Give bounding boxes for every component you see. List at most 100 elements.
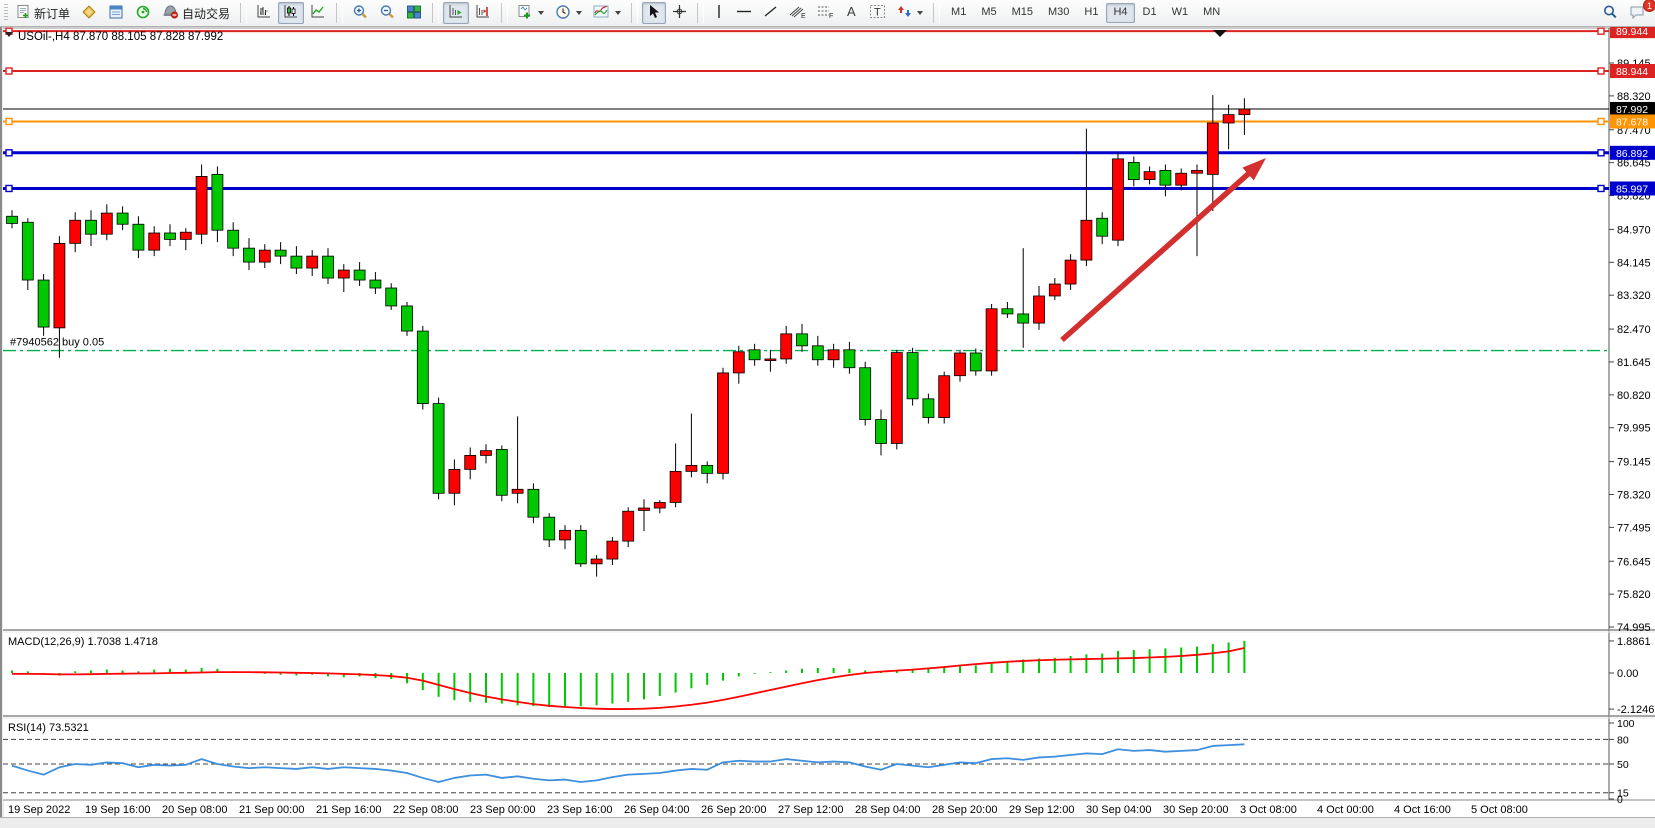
tf-d1-button[interactable]: D1 [1142,6,1157,18]
trend-arrow-head[interactable] [1242,158,1266,181]
bull-candle [1112,158,1124,241]
horizontal-line-tool-button[interactable] [731,2,757,24]
time-axis-label: 19 Sep 2022 [8,804,70,816]
price-tick-label: 79.145 [1617,457,1651,469]
rsi-label: RSI(14) 73.5321 [8,722,89,734]
line-anchor-handle[interactable] [5,117,13,126]
time-axis-label: 29 Sep 12:00 [1009,804,1074,816]
bull-candle [985,308,998,372]
line-anchor-handle[interactable] [1597,149,1605,157]
crosshair-tool-button[interactable] [667,2,692,24]
bear-candle [243,247,255,263]
new-order-icon [16,4,31,22]
tf-h1-button[interactable]: H1 [1084,6,1099,18]
svg-text:A: A [847,4,856,19]
line-anchor-handle[interactable] [1597,117,1605,126]
indicators-button[interactable] [588,2,626,24]
vertical-line-tool-button[interactable] [708,2,730,24]
bear-candle [290,255,303,269]
tf-m1-button[interactable]: M1 [951,6,967,18]
time-axis[interactable] [3,801,1609,817]
bull-candle [559,529,571,541]
bear-candle [369,279,382,289]
tf-m5-button[interactable]: M5 [981,6,997,18]
zoom-in-button[interactable] [347,2,373,24]
chart-shift-button[interactable] [470,2,496,24]
trendline-tool-button[interactable] [758,2,783,24]
toolbar-grip[interactable] [4,4,8,22]
auto-scroll-button[interactable] [443,2,470,24]
navigator-icon [135,4,151,23]
line-anchor-handle[interactable] [1597,184,1605,193]
text-label-icon: T [869,4,886,22]
tf-mn-button[interactable]: MN [1203,6,1221,18]
bull-candle [1033,295,1045,324]
fibonacci-tool-button[interactable]: F [812,2,839,24]
market-watch-icon [81,4,97,23]
line-anchor-handle[interactable] [1597,67,1605,75]
new-chart-button[interactable] [512,2,549,24]
separator [432,3,440,23]
cursor-tool-button[interactable] [642,2,667,24]
tf-m30-button[interactable]: M30 [1048,6,1070,18]
period-button[interactable] [550,2,587,24]
navigator-button[interactable] [130,2,156,24]
chart-canvas[interactable]: 89.14588.32087.47086.64585.82084.97084.1… [0,27,1655,828]
autotrading-button[interactable]: 自动交易 [157,2,235,24]
period-caret-icon [576,11,583,15]
bull-candle [448,468,461,494]
arrows-tool-button[interactable] [892,2,928,24]
tf-h4-button[interactable]: H4 [1106,3,1135,23]
horizontal-line-icon [736,4,752,22]
symbol-ohlc-title: USOil-,H4 87.870 88.105 87.828 87.992 [18,31,223,43]
bear-candle [322,255,334,279]
search-button[interactable] [1597,2,1623,24]
tf-w1-button[interactable]: W1 [1171,6,1189,18]
bear-candle [37,279,50,328]
new-order-button[interactable]: 新订单 [11,2,75,24]
line-anchor-handle[interactable] [1597,27,1605,35]
chart-background [3,28,1609,800]
price-tick-label: 75.820 [1617,589,1651,601]
bull-candle [827,349,840,361]
bear-candle [495,449,508,496]
line-anchor-handle[interactable] [5,67,13,75]
price-tick-label: 79.995 [1617,423,1651,435]
notifications-button[interactable]: 1 [1624,0,1655,24]
line-anchor-handle[interactable] [5,184,13,193]
bull-candle [764,358,777,361]
price-tick-label: 84.970 [1617,224,1651,236]
zoom-out-button[interactable] [374,2,400,24]
text-tool-button[interactable]: A [840,2,863,24]
tile-windows-button[interactable] [401,2,427,24]
chart-collapse-icon[interactable] [5,32,13,37]
price-tick-label: 81.645 [1617,357,1651,369]
crosshair-icon [672,4,687,22]
bull-candle [890,352,903,444]
market-watch-button[interactable] [76,2,102,24]
arrows-caret-icon [917,11,924,15]
price-flag-label: 85.997 [1616,183,1648,195]
bull-candle [480,450,492,456]
channel-tool-button[interactable]: E [784,2,811,24]
trend-arrow-shaft[interactable] [1060,164,1259,343]
macd-tick-label: 0.00 [1617,668,1638,680]
bar-chart-mode-button[interactable] [251,2,277,24]
time-axis-label: 30 Sep 20:00 [1163,804,1228,816]
line-anchor-handle[interactable] [5,149,13,157]
time-axis-label: 4 Oct 16:00 [1394,804,1451,816]
autotrading-label: 自动交易 [182,6,231,21]
price-tick-label: 76.645 [1617,556,1651,568]
candlestick-mode-button[interactable] [278,2,305,24]
separator [240,3,248,23]
text-label-tool-button[interactable]: T [864,2,891,24]
data-window-button[interactable] [103,2,129,24]
search-icon [1602,4,1618,23]
bull-candle [464,455,477,470]
bear-candle [922,398,935,418]
line-chart-mode-button[interactable] [305,2,331,24]
rsi-tick-label: 0 [1617,794,1623,806]
arrows-icon [897,4,912,22]
tf-m15-button[interactable]: M15 [1011,6,1033,18]
time-axis-label: 23 Sep 00:00 [470,804,535,816]
